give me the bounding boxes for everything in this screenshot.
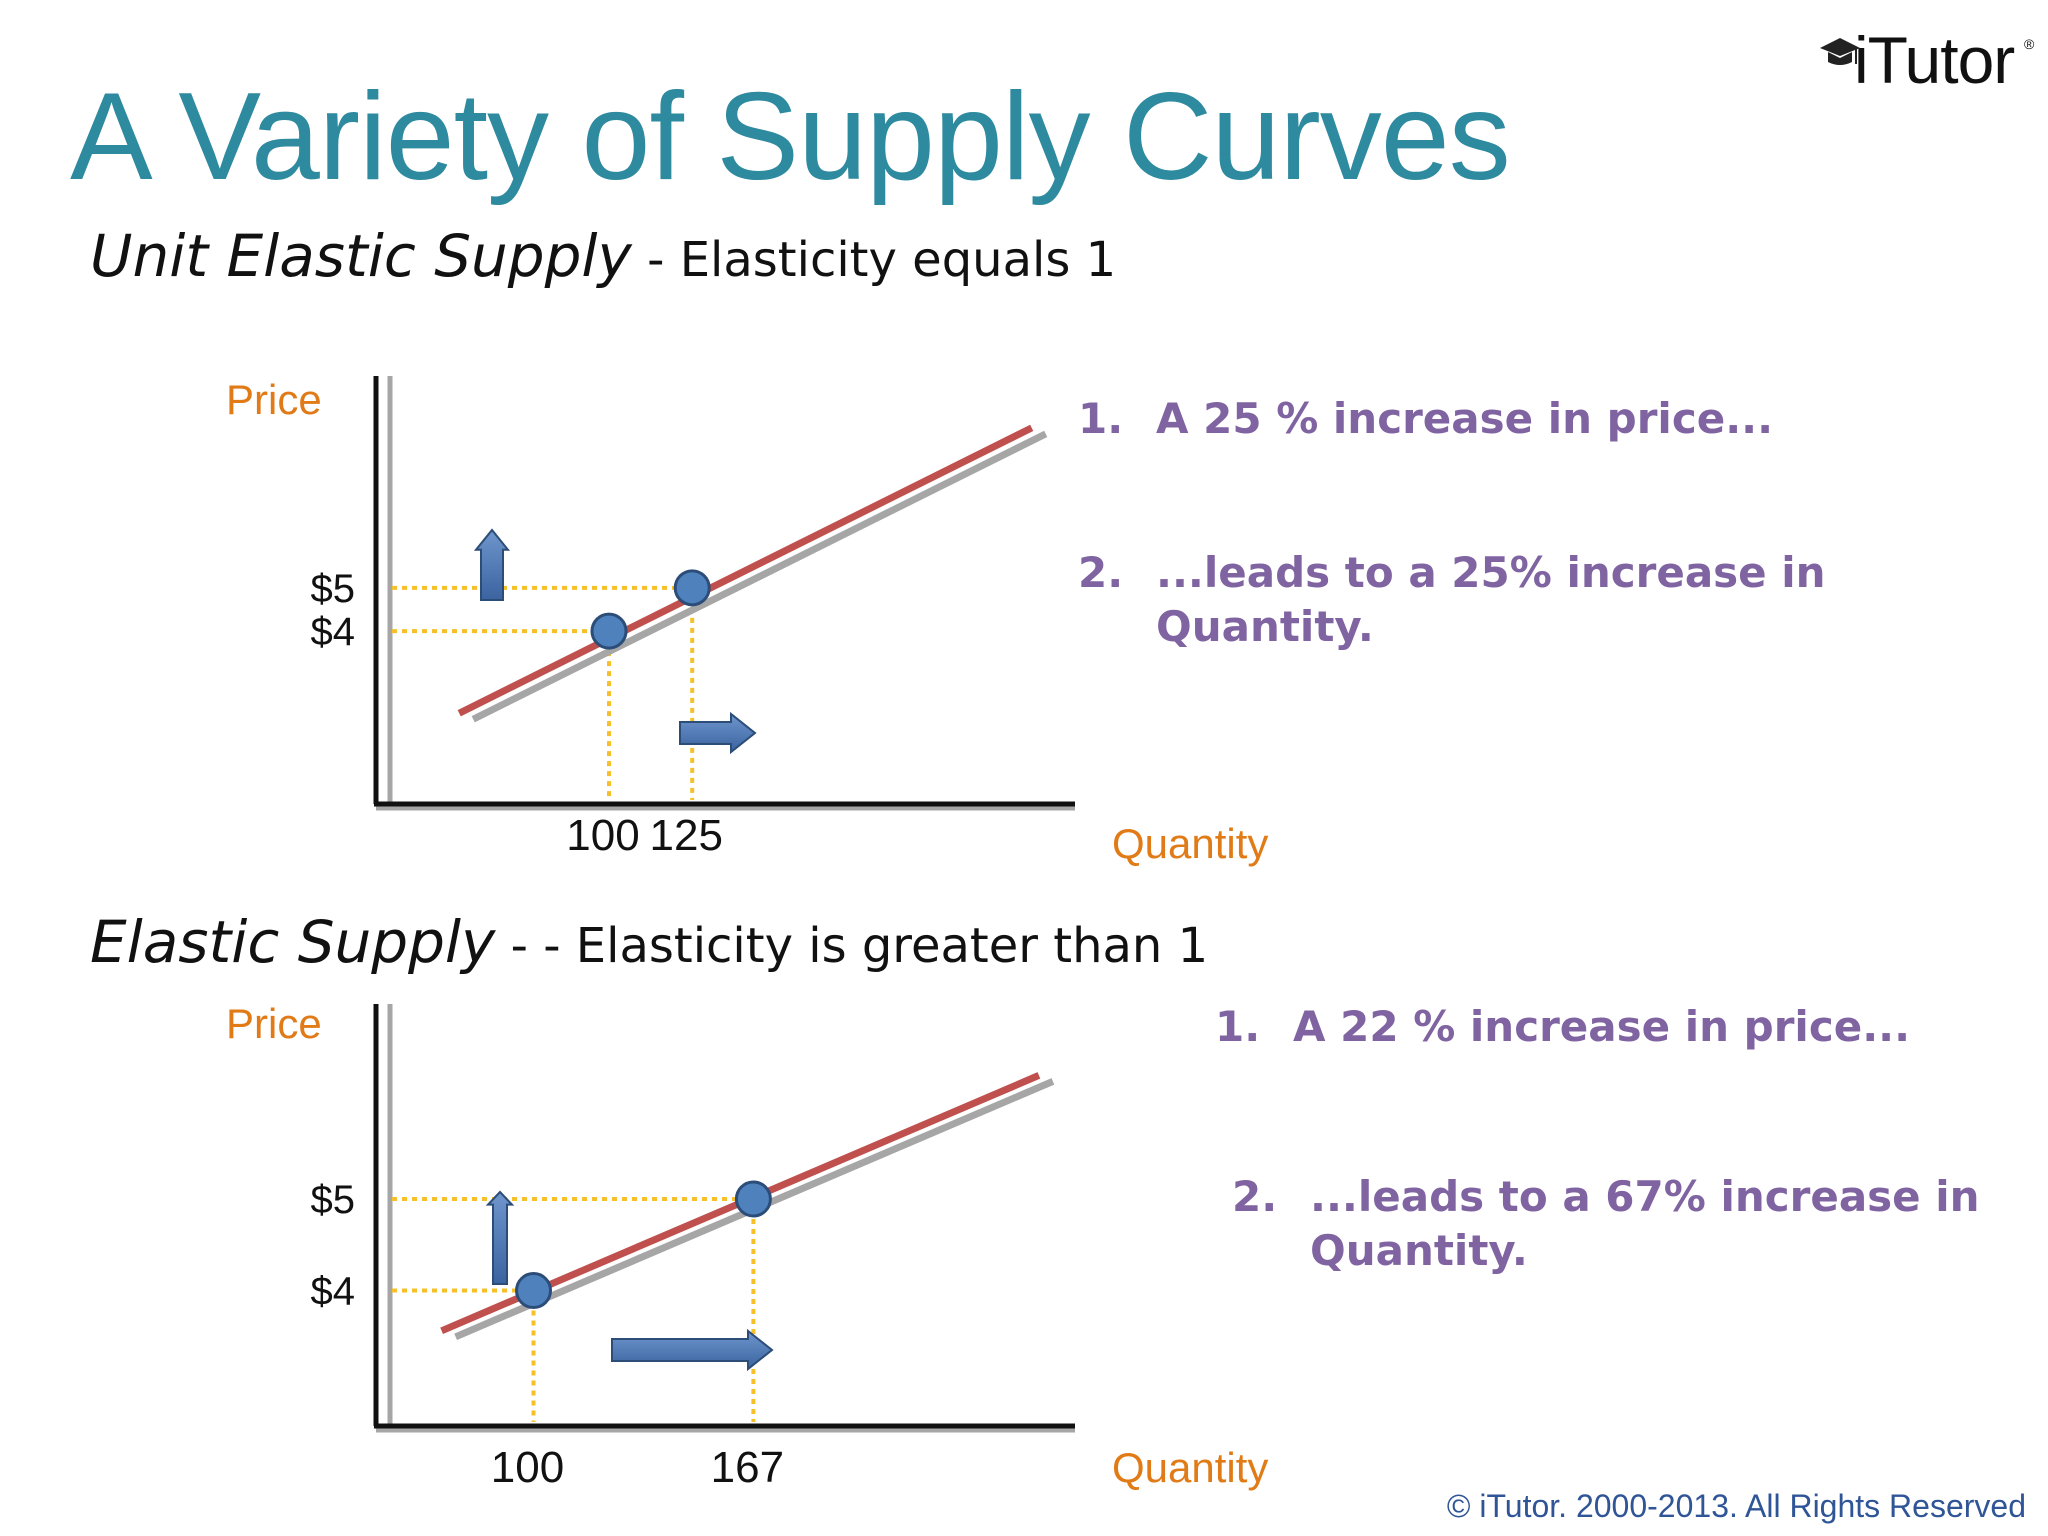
x-tick-label: 100 bbox=[491, 1443, 564, 1492]
note-number: 2. bbox=[1232, 1172, 1278, 1221]
data-point bbox=[734, 1180, 772, 1218]
note-number: 1. bbox=[1215, 1002, 1261, 1051]
section-heading-elastic: Elastic Supply - - Elasticity is greater… bbox=[90, 908, 1208, 976]
heading-separator: - bbox=[495, 918, 544, 974]
note-continuation: Quantity. bbox=[1156, 602, 1374, 651]
data-point bbox=[590, 612, 628, 650]
data-point bbox=[673, 569, 711, 607]
logo-text: iTutor bbox=[1854, 23, 2015, 97]
note-text: ...leads to a 67% increase in bbox=[1310, 1172, 1980, 1221]
y-tick-label: $4 bbox=[311, 1270, 356, 1314]
heading-description: - Elasticity is greater than 1 bbox=[543, 918, 1209, 974]
right-arrow-icon bbox=[611, 1328, 774, 1372]
note-1-2: 2. ...leads to a 25% increase in Quantity… bbox=[1078, 546, 1826, 654]
note-text: A 22 % increase in price... bbox=[1293, 1002, 1911, 1051]
y-tick-label: $5 bbox=[311, 1178, 356, 1222]
x-tick-label: 125 bbox=[650, 811, 723, 860]
page-title: A Variety of Supply Curves bbox=[70, 68, 1511, 206]
chart-unit-elastic: Price Quantity $4$5 100 125 bbox=[226, 376, 1268, 867]
up-arrow-icon bbox=[485, 1190, 515, 1285]
heading-italic: Unit Elastic Supply bbox=[90, 222, 632, 290]
x-tick-label: 100 bbox=[566, 811, 639, 860]
itutor-logo: iTutor ® bbox=[1810, 18, 2040, 98]
note-number: 2. bbox=[1078, 548, 1124, 597]
note-text: ...leads to a 25% increase in bbox=[1156, 548, 1826, 597]
y-axis-label: Price bbox=[226, 1000, 322, 1047]
note-2-2: 2. ...leads to a 67% increase in Quantity… bbox=[1232, 1170, 1980, 1278]
supply-line-shadow bbox=[471, 430, 1048, 723]
right-arrow-icon bbox=[679, 711, 757, 755]
y-tick-label: $5 bbox=[311, 567, 356, 611]
x-axis-label: Quantity bbox=[1112, 820, 1268, 867]
heading-italic: Elastic Supply bbox=[90, 908, 496, 976]
chart-elastic: Price Quantity $4 $5 100 167 bbox=[226, 1000, 1268, 1492]
note-1-1: 1. A 25 % increase in price... bbox=[1078, 392, 1773, 446]
x-tick-label: 167 bbox=[711, 1443, 784, 1492]
heading-description: Elasticity equals 1 bbox=[679, 232, 1117, 288]
supply-line bbox=[457, 424, 1034, 717]
up-arrow-icon bbox=[473, 528, 511, 601]
copyright-notice: © iTutor. 2000-2013. All Rights Reserved bbox=[1446, 1488, 2026, 1524]
note-continuation: Quantity. bbox=[1310, 1226, 1528, 1275]
section-heading-unit-elastic: Unit Elastic Supply - Elasticity equals … bbox=[90, 222, 1116, 290]
note-number: 1. bbox=[1078, 394, 1124, 443]
heading-separator: - bbox=[631, 232, 680, 288]
note-2-1: 1. A 22 % increase in price... bbox=[1215, 1000, 1910, 1054]
graduation-cap-icon bbox=[1820, 38, 1860, 65]
note-text: A 25 % increase in price... bbox=[1156, 394, 1774, 443]
y-axis-label: Price bbox=[226, 376, 322, 423]
logo-registered-mark: ® bbox=[2024, 36, 2035, 52]
y-tick-label: $4 bbox=[311, 610, 356, 654]
data-point bbox=[515, 1272, 553, 1310]
x-axis-label: Quantity bbox=[1112, 1444, 1268, 1491]
